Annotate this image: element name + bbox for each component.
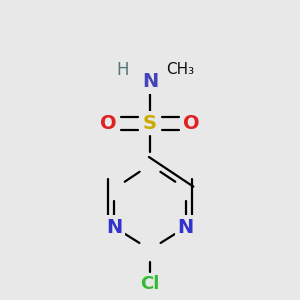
Text: N: N [106, 218, 122, 237]
Text: CH₃: CH₃ [166, 62, 194, 77]
Text: Cl: Cl [140, 275, 160, 293]
Text: N: N [178, 218, 194, 237]
Text: O: O [183, 114, 200, 133]
Text: O: O [100, 114, 117, 133]
Text: H: H [116, 61, 129, 79]
Text: S: S [143, 114, 157, 133]
Text: N: N [142, 72, 158, 91]
